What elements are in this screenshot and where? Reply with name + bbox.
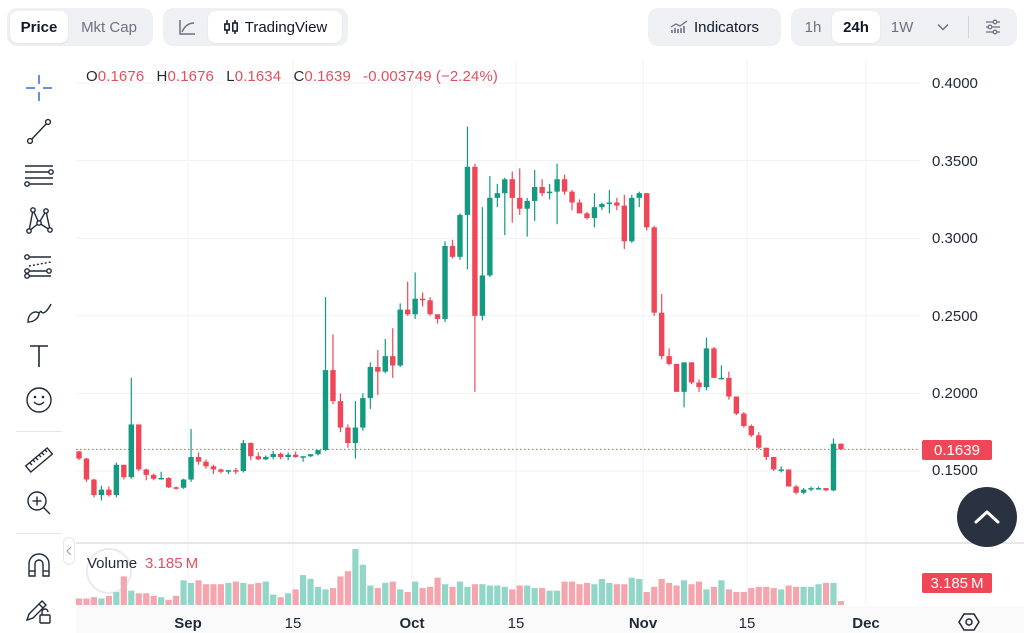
sliders-icon — [986, 19, 1000, 35]
indicators-button-wrap: Indicators — [648, 8, 781, 46]
price-axis-label: 0.2500 — [932, 308, 978, 325]
volume-value: 3.185 M — [145, 555, 199, 572]
magnet-icon — [28, 553, 50, 577]
open-value: 0.1676 — [97, 68, 145, 85]
zoom-in-tool[interactable] — [20, 485, 58, 521]
crosshair-tool[interactable] — [20, 70, 58, 106]
collapse-toolbar-handle[interactable] — [63, 537, 75, 565]
measure-tool[interactable] — [20, 442, 58, 478]
time-axis-label: Sep — [174, 615, 202, 632]
crosshair-icon — [26, 75, 52, 101]
interval-1h-tab[interactable]: 1h — [804, 18, 822, 36]
tradingview-tab[interactable]: TradingView — [208, 11, 342, 43]
pattern-icon — [26, 207, 53, 234]
close-key: C — [293, 68, 305, 85]
toolbar-divider — [16, 533, 62, 534]
text-tool[interactable] — [20, 338, 58, 374]
drawing-toolbar — [0, 60, 76, 633]
smiley-icon — [26, 387, 52, 413]
market-cap-tab[interactable]: Mkt Cap — [81, 18, 137, 36]
current-price-tag: 0.1639 — [922, 440, 992, 460]
chart-style-toggle: TradingView — [163, 8, 348, 46]
chart-properties-button[interactable] — [958, 612, 980, 632]
time-axis-label: Dec — [852, 615, 880, 632]
chevron-down-icon — [937, 23, 949, 31]
tradingview-logo-watermark — [86, 548, 132, 594]
hexagon-settings-icon — [958, 613, 980, 631]
change-value: -0.003749 (−2.24%) — [363, 68, 498, 85]
time-axis-label: 15 — [507, 615, 525, 632]
time-axis-label: Nov — [628, 615, 658, 632]
trend-line-icon — [26, 118, 52, 145]
brush-tool[interactable] — [20, 293, 58, 329]
brush-icon — [27, 303, 52, 323]
chevron-left-icon — [66, 546, 72, 556]
ohlc-legend: O0.1676 H0.1676 L0.1634 C0.1639 -0.00374… — [86, 68, 506, 85]
magnet-tool[interactable] — [20, 547, 58, 583]
interval-dropdown-button[interactable] — [924, 11, 962, 43]
trend-line-tool[interactable] — [20, 113, 58, 149]
scroll-to-realtime-button[interactable] — [957, 487, 1017, 547]
pencil-lock-icon — [25, 600, 51, 624]
time-axis-label: 15 — [738, 615, 756, 632]
candlestick-icon — [223, 20, 238, 34]
price-tab[interactable]: Price — [10, 11, 68, 43]
volume-axis-tag: 3.185 M — [922, 573, 992, 593]
pattern-tool[interactable] — [20, 203, 58, 239]
channel-tool[interactable] — [20, 248, 58, 284]
high-key: H — [156, 68, 168, 85]
time-axis-label: 15 — [284, 615, 302, 632]
price-axis-label: 0.4000 — [932, 75, 978, 92]
chevron-up-icon — [974, 510, 1000, 524]
time-axis-label: Oct — [399, 615, 425, 632]
volume-legend: Volume 3.185 M — [87, 555, 198, 572]
interval-toggle: 1h 24h 1W — [791, 8, 1017, 46]
open-key: O — [86, 68, 98, 85]
close-value: 0.1639 — [304, 68, 351, 85]
high-value: 0.1676 — [167, 68, 214, 85]
indicators-icon — [670, 20, 688, 33]
data-type-toggle: Price Mkt Cap — [7, 8, 153, 46]
zoom-in-icon — [27, 491, 51, 515]
price-axis-label: 0.3000 — [932, 230, 978, 247]
indicators-button[interactable]: Indicators — [651, 11, 778, 43]
line-chart-icon — [179, 20, 195, 35]
lock-drawings-tool[interactable] — [20, 592, 58, 628]
channel-icon — [24, 254, 52, 279]
line-chart-tab[interactable] — [166, 11, 208, 43]
fib-retracement-icon — [24, 165, 54, 187]
fib-retracement-tool[interactable] — [20, 158, 58, 194]
price-axis-label: 0.1500 — [932, 462, 978, 479]
interval-divider — [968, 16, 969, 38]
interval-1w-tab[interactable]: 1W — [890, 18, 914, 36]
emoji-tool[interactable] — [20, 382, 58, 418]
volume-label: Volume — [87, 555, 138, 572]
top-bar: Price Mkt Cap TradingView Indicators 1h … — [0, 0, 1024, 56]
low-value: 0.1634 — [234, 68, 282, 85]
interval-24h-tab[interactable]: 24h — [832, 11, 880, 43]
indicators-label: Indicators — [693, 18, 760, 36]
ruler-icon — [24, 446, 54, 474]
toolbar-divider — [16, 431, 62, 432]
price-axis-label: 0.2000 — [932, 385, 978, 402]
chart-settings-button[interactable] — [975, 11, 1011, 43]
low-key: L — [226, 68, 235, 85]
tradingview-label: TradingView — [244, 18, 328, 36]
text-icon — [30, 345, 48, 367]
price-axis-label: 0.3500 — [932, 153, 978, 170]
